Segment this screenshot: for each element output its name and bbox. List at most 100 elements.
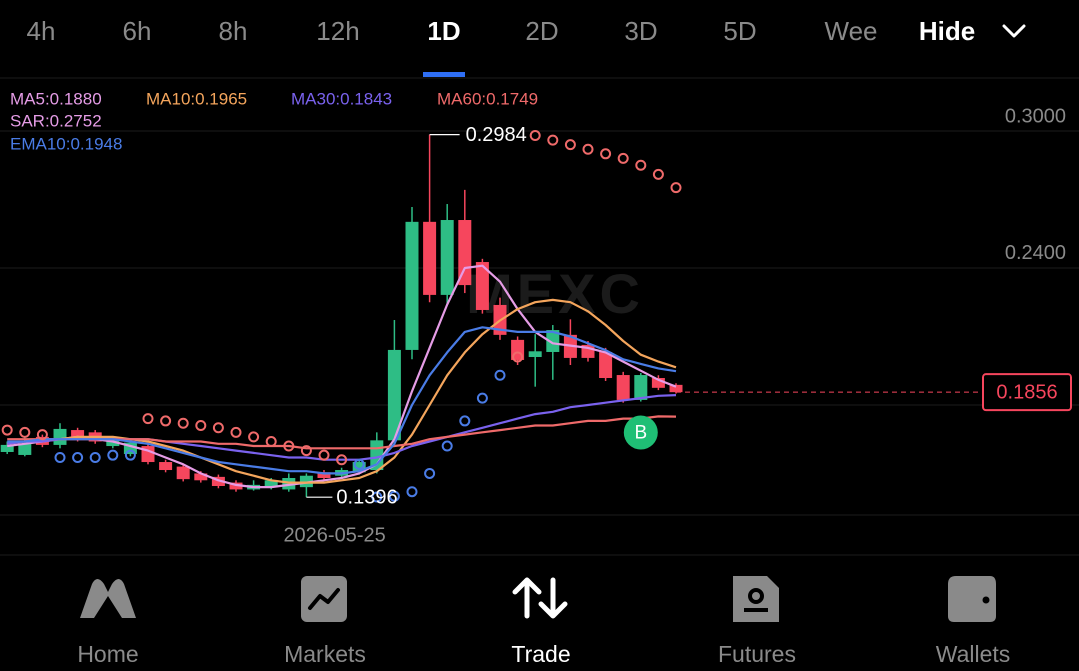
candle-body xyxy=(123,442,137,455)
timeframe-tab[interactable]: 8h xyxy=(219,16,248,46)
sar-dot xyxy=(512,351,524,363)
sar-dot xyxy=(300,445,312,457)
sar-dot xyxy=(600,148,612,160)
last-price-box xyxy=(982,373,1072,412)
signal-marker xyxy=(623,415,658,450)
candle-body xyxy=(423,221,437,295)
futures-icon[interactable] xyxy=(733,576,779,622)
sar-dot xyxy=(142,413,154,425)
indicator-legend: MA10:0.1965 xyxy=(146,89,247,108)
timeframe-tab[interactable]: 1D xyxy=(427,16,460,46)
indicator-line xyxy=(7,326,677,475)
nav-label[interactable]: Futures xyxy=(718,641,796,667)
sar-dot xyxy=(494,369,506,381)
wallets-icon-mark xyxy=(982,596,990,604)
candle-body xyxy=(0,444,14,452)
hide-chevron[interactable] xyxy=(1002,24,1026,38)
hide-button[interactable]: Hide xyxy=(919,16,975,46)
sar-dot xyxy=(160,415,172,427)
nav-label[interactable]: Markets xyxy=(284,641,366,667)
candle-body xyxy=(53,428,67,445)
sar-dot xyxy=(529,130,541,142)
sar-dot xyxy=(353,458,365,470)
y-tick-label: 0.3000 xyxy=(1005,105,1066,127)
sar-dot xyxy=(652,168,664,180)
sar-dot xyxy=(107,449,119,461)
indicator-legend: MA5:0.1880 xyxy=(10,89,102,108)
timeframe-tab[interactable]: Wee xyxy=(825,16,878,46)
candle-body xyxy=(616,375,630,400)
candle-body xyxy=(528,351,542,358)
candle-body xyxy=(211,476,225,487)
candle-body xyxy=(18,443,32,455)
sar-dot xyxy=(547,134,559,146)
nav-label[interactable]: Home xyxy=(77,641,138,667)
candle-body xyxy=(71,430,85,440)
candle-body xyxy=(634,375,648,400)
home-icon[interactable] xyxy=(80,579,136,618)
x-tick-label: 2026-05-25 xyxy=(283,524,385,546)
sar-dot xyxy=(248,431,260,443)
candle-body xyxy=(264,480,278,488)
active-tab-underline xyxy=(423,72,465,77)
sar-dot xyxy=(670,182,682,194)
sar-dot xyxy=(124,449,136,461)
sar-dot xyxy=(424,467,436,479)
sar-dot xyxy=(582,143,594,155)
sar-dot xyxy=(265,435,277,447)
candle-body xyxy=(159,462,173,471)
candle-body xyxy=(599,351,613,379)
indicator-line xyxy=(7,264,677,489)
indicator-line xyxy=(7,298,677,484)
max-label: 0.2984 xyxy=(466,124,527,146)
candle-body xyxy=(352,462,366,473)
candle-body xyxy=(194,473,208,481)
candle-body xyxy=(317,472,331,479)
candle-body xyxy=(176,466,190,480)
sar-dot xyxy=(406,486,418,498)
timeframe-tab[interactable]: 6h xyxy=(123,16,152,46)
timeframe-tab[interactable]: 2D xyxy=(525,16,558,46)
candle-body xyxy=(440,220,454,295)
timeframe-tab[interactable]: 3D xyxy=(624,16,657,46)
watermark: MEXC xyxy=(466,262,644,325)
sar-dot xyxy=(336,454,348,466)
futures-icon-mark xyxy=(748,588,764,604)
candle-body xyxy=(387,349,401,441)
candle-body xyxy=(299,475,313,488)
sar-dot xyxy=(283,440,295,452)
candle-body xyxy=(282,478,296,490)
sar-dot xyxy=(564,139,576,151)
timeframe-tab[interactable]: 12h xyxy=(316,16,359,46)
timeframe-tab[interactable]: 5D xyxy=(723,16,756,46)
sar-dot xyxy=(617,152,629,164)
grid xyxy=(0,130,1079,406)
nav-label[interactable]: Wallets xyxy=(936,641,1011,667)
indicator-legend: MA60:0.1749 xyxy=(437,89,538,108)
candle-body xyxy=(651,378,665,388)
sar-dot xyxy=(19,426,31,438)
sar-dot xyxy=(1,424,13,436)
candle-body xyxy=(475,262,489,310)
markets-icon-line xyxy=(308,588,340,610)
y-tick-label: 0.2400 xyxy=(1005,242,1066,264)
sar-dot xyxy=(195,419,207,431)
timeframe-tab[interactable]: 4h xyxy=(27,16,56,46)
sar-dot xyxy=(318,449,330,461)
candle-body xyxy=(546,330,560,352)
nav-label[interactable]: Trade xyxy=(511,641,570,667)
trade-icon[interactable] xyxy=(512,577,568,619)
candle-body xyxy=(669,384,683,393)
signal-label: B xyxy=(634,423,647,444)
sar-dot xyxy=(212,422,224,434)
sar-dot xyxy=(89,451,101,463)
sar-dot xyxy=(230,426,242,438)
sar-dot xyxy=(635,159,647,171)
sar-dot xyxy=(371,491,383,503)
sar-dot xyxy=(177,417,189,429)
wallets-icon[interactable] xyxy=(948,576,996,622)
candle-body xyxy=(405,221,419,350)
sar-dot xyxy=(388,490,400,502)
indicator-legend: MA30:0.1843 xyxy=(291,89,392,108)
